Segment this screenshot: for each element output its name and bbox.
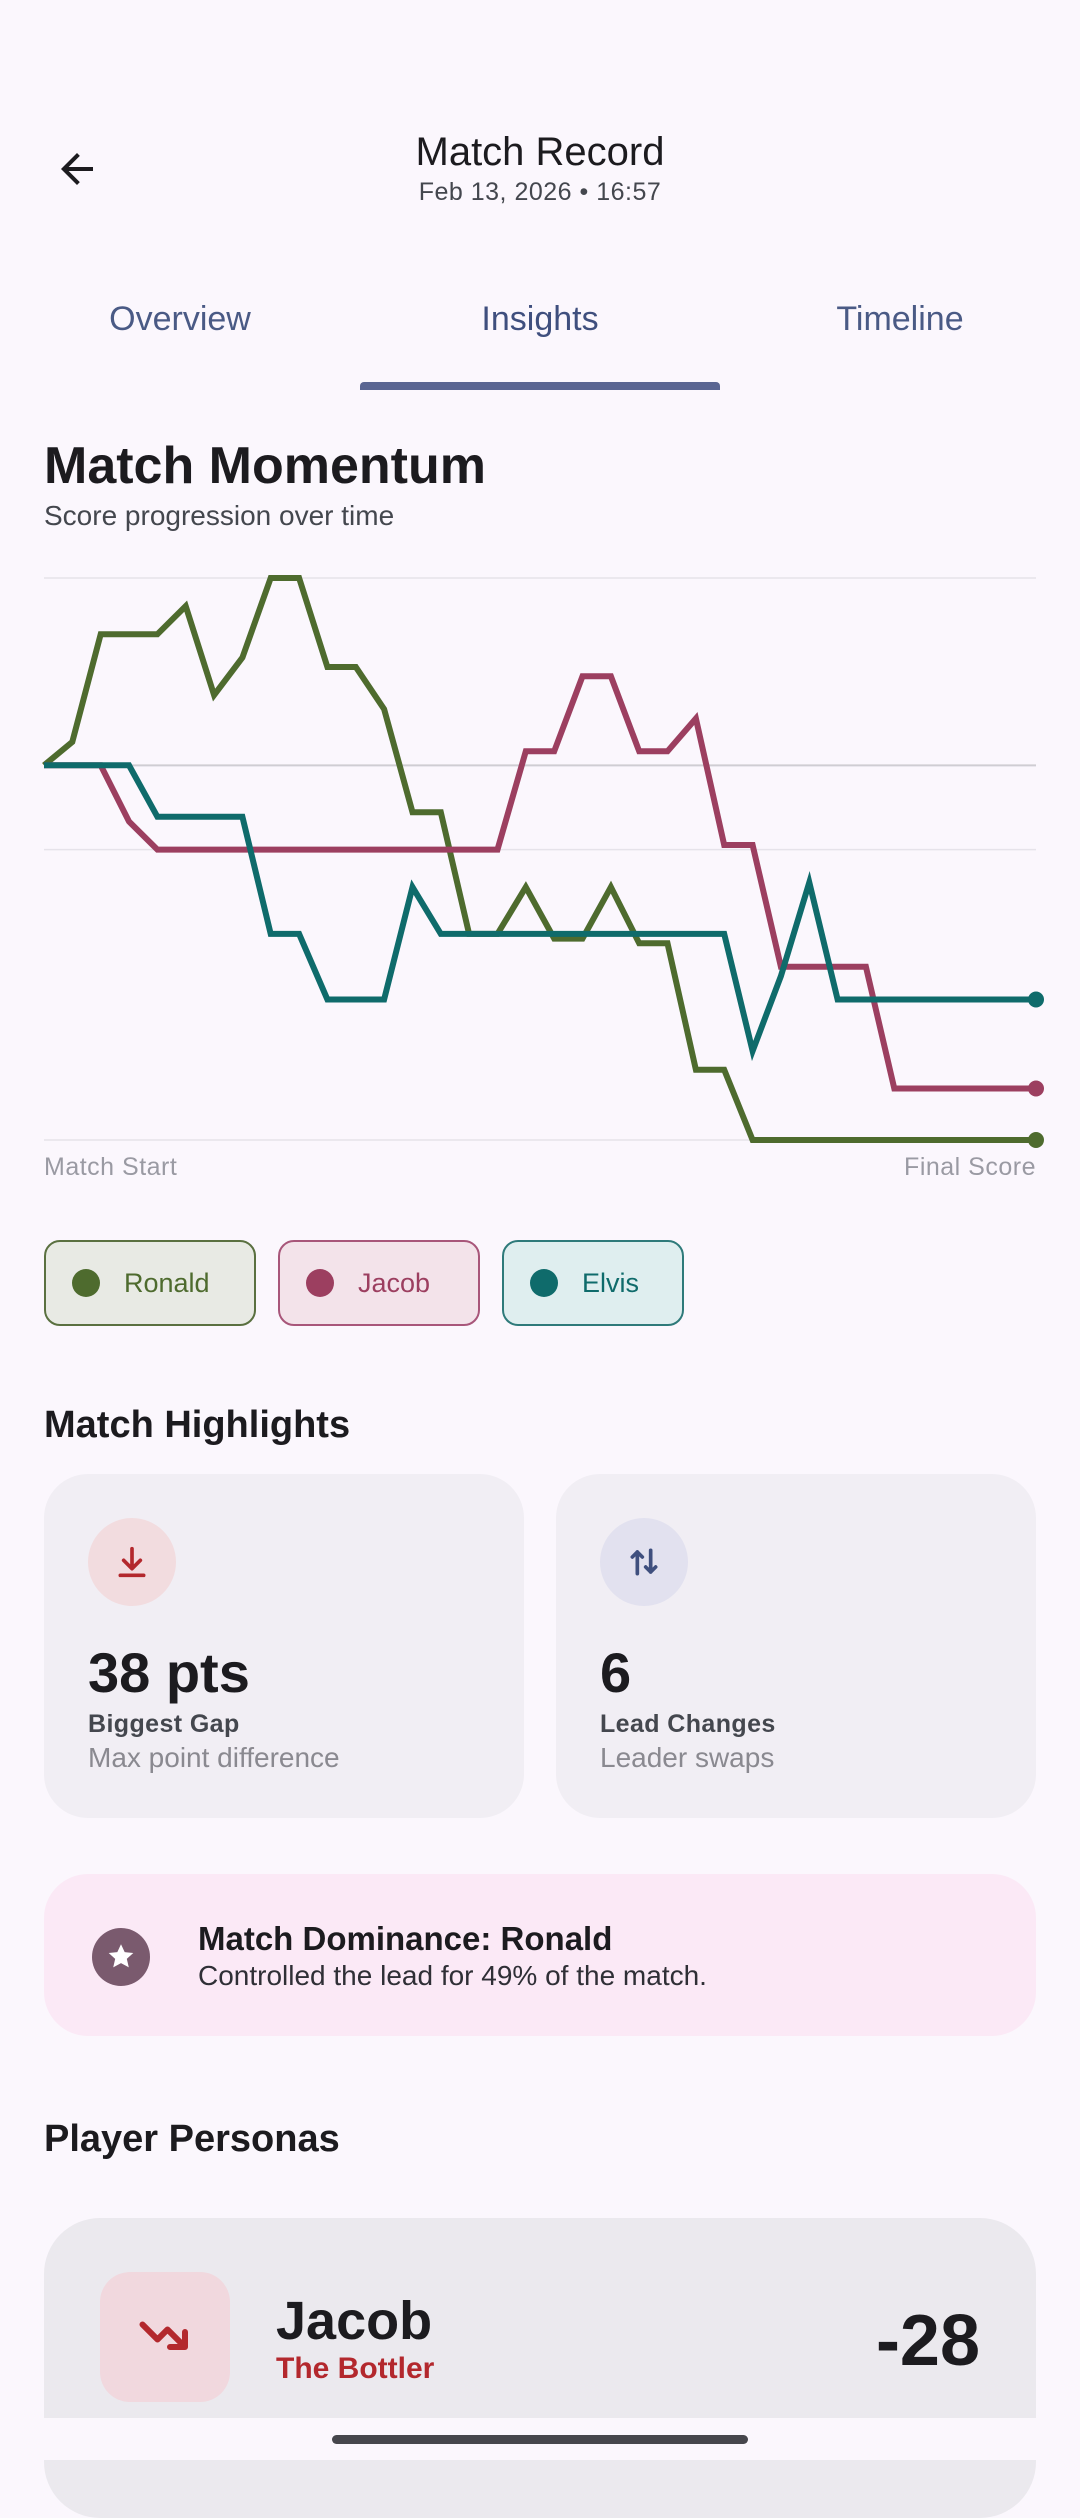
series-endpoint-elvis <box>1028 991 1044 1008</box>
x-axis-end-label: Final Score <box>904 1153 1036 1181</box>
trending-down-icon <box>100 2272 230 2402</box>
legend-dot <box>530 1269 558 1297</box>
legend-chip-ronald[interactable]: Ronald <box>44 1240 256 1326</box>
series-line-jacob <box>44 673 1036 1092</box>
dominance-card <box>44 1874 1036 2036</box>
legend-chip-jacob[interactable]: Jacob <box>278 1240 480 1326</box>
star-icon <box>92 1928 150 1986</box>
biggest-gap-label: Biggest Gap <box>88 1710 240 1738</box>
match-datetime: Feb 13, 2026 • 16:57 <box>418 178 662 206</box>
legend-dot <box>72 1269 100 1297</box>
home-indicator[interactable] <box>332 2435 748 2444</box>
lead-changes-label: Lead Changes <box>600 1710 776 1738</box>
persona-name: Jacob <box>276 2291 433 2351</box>
momentum-subtitle: Score progression over time <box>44 500 395 531</box>
arrow-left-icon <box>61 153 93 185</box>
persona-score: -28 <box>875 2301 980 2381</box>
series-endpoint-ronald <box>1028 1132 1044 1148</box>
biggest-gap-value: 38 pts <box>88 1641 250 1704</box>
momentum-chart <box>42 575 1044 1148</box>
lead-changes-value: 6 <box>600 1641 632 1704</box>
x-axis-start-label: Match Start <box>44 1153 178 1181</box>
legend-label: Elvis <box>582 1267 640 1298</box>
personas-title: Player Personas <box>44 2118 340 2160</box>
legend-chip-elvis[interactable]: Elvis <box>502 1240 684 1326</box>
series-endpoint-jacob <box>1028 1080 1044 1097</box>
legend-dot <box>306 1269 334 1297</box>
arrow-down-to-line-icon <box>88 1518 176 1606</box>
dominance-title: Match Dominance: Ronald <box>198 1920 613 1957</box>
page-title: Match Record <box>415 130 665 174</box>
swap-vertical-icon <box>600 1518 688 1606</box>
tab-overview[interactable]: Overview <box>109 300 251 338</box>
highlights-title: Match Highlights <box>44 1404 351 1446</box>
dominance-sub: Controlled the lead for 49% of the match… <box>198 1960 707 1991</box>
tab-insights[interactable]: Insights <box>481 300 599 338</box>
legend-label: Jacob <box>358 1267 431 1298</box>
series-line-elvis <box>44 762 1036 1062</box>
legend-label: Ronald <box>124 1267 210 1298</box>
persona-tag: The Bottler <box>276 2352 435 2385</box>
tab-active-indicator <box>360 382 720 390</box>
biggest-gap-sub: Max point difference <box>88 1742 340 1773</box>
tab-timeline[interactable]: Timeline <box>836 300 964 338</box>
back-button[interactable] <box>44 136 110 202</box>
lead-changes-sub: Leader swaps <box>600 1742 775 1773</box>
series-line-ronald <box>42 575 1036 1143</box>
momentum-title: Match Momentum <box>44 437 486 495</box>
